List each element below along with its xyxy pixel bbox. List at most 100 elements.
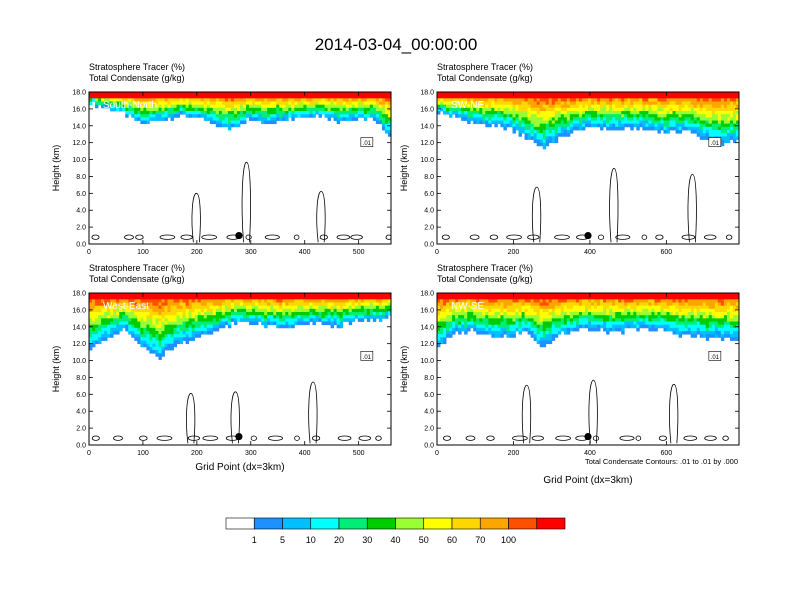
tracer-cell (104, 324, 108, 329)
tracer-cell (131, 114, 135, 118)
tracer-cell (536, 308, 541, 313)
tracer-cell (107, 312, 111, 316)
tracer-cell (116, 98, 120, 102)
tracer-cell (327, 98, 331, 102)
tracer-cell (500, 318, 504, 322)
tracer-cell (509, 315, 513, 319)
panel-header-condensate: Total Condensate (g/kg) (437, 73, 533, 83)
tracer-cell (246, 296, 250, 300)
tracer-cell (581, 95, 586, 99)
tracer-cell (693, 92, 698, 96)
tracer-cell (530, 117, 535, 121)
tracer-cell (176, 92, 180, 96)
tracer-cell (348, 315, 353, 319)
tracer-cell (203, 318, 208, 322)
tracer-cell (606, 318, 610, 322)
tracer-cell (152, 327, 156, 332)
tracer-cell (137, 302, 141, 307)
plot-frame (88, 91, 392, 245)
tracer-cell (584, 308, 589, 313)
tracer-cell (188, 308, 193, 313)
tracer-cell (539, 133, 544, 137)
tracer-cell (482, 296, 486, 300)
tracer-cell (572, 321, 577, 326)
tracer-cell (660, 114, 664, 118)
tracer-cell (687, 308, 692, 313)
tracer-cell (503, 120, 507, 125)
tracer-cell (312, 312, 316, 316)
tracer-cell (551, 136, 556, 140)
tracer-cell (125, 107, 129, 112)
tracer-cell (297, 315, 301, 319)
tracer-cell (164, 104, 168, 109)
tracer-cell (527, 305, 532, 310)
tracer-cell (591, 315, 595, 319)
tracer-cell (618, 299, 622, 303)
tracer-cell (200, 327, 205, 332)
tracer-cell (197, 324, 202, 329)
tracer-cell (600, 111, 604, 115)
tracer-cell (351, 107, 356, 112)
tracer-cell (333, 315, 338, 319)
tracer-cell (258, 318, 262, 322)
tracer-cell (128, 315, 132, 319)
tracer-cell (113, 315, 117, 319)
tracer-cell (185, 114, 190, 118)
tracer-cell (161, 305, 165, 310)
tracer-cell (584, 123, 589, 128)
tracer-cell (678, 95, 683, 99)
tracer-cell (140, 104, 144, 109)
tracer-cell (143, 98, 147, 102)
tracer-cell (569, 312, 574, 316)
tracer-cell (578, 107, 583, 112)
tracer-cell (684, 296, 689, 300)
tracer-cell (669, 95, 673, 99)
tracer-cell (515, 123, 519, 128)
tracer-cell (494, 101, 498, 106)
tracer-cell (116, 299, 120, 303)
tracer-cell (503, 107, 507, 112)
tracer-cell (446, 315, 450, 319)
tracer-cell (155, 107, 159, 112)
tracer-cell (702, 315, 707, 319)
tracer-cell (494, 334, 498, 338)
tracer-cell (279, 302, 283, 307)
tracer-cell (690, 305, 695, 310)
tracer-cell (572, 117, 577, 121)
tracer-cell (624, 101, 628, 106)
tracer-cell (113, 104, 117, 109)
tracer-cell (711, 318, 716, 322)
tracer-cell (488, 95, 492, 99)
tracer-cell (240, 315, 244, 319)
tracer-cell (384, 101, 389, 106)
tracer-cell (464, 296, 468, 300)
tracer-cell (663, 95, 667, 99)
tracer-cell (89, 101, 93, 106)
tracer-cell (566, 324, 571, 329)
tracer-cell (240, 312, 244, 316)
tracer-cell (212, 95, 217, 99)
tracer-cell (461, 296, 465, 300)
tracer-cell (179, 107, 184, 112)
tracer-cell (609, 293, 613, 297)
tracer-cell (615, 114, 619, 118)
tracer-cell (206, 95, 211, 99)
tracer-cell (672, 114, 676, 118)
tracer-cell (128, 305, 132, 310)
tracer-cell (246, 111, 250, 115)
tracer-cell (681, 104, 686, 109)
tracer-cell (488, 92, 492, 96)
tracer-cell (527, 114, 532, 118)
tracer-cell (678, 107, 683, 112)
tracer-cell (351, 318, 356, 322)
colorbar-swatch (338, 517, 368, 530)
tracer-cell (591, 299, 595, 303)
tracer-cell (230, 299, 235, 303)
tracer-cell (581, 305, 586, 310)
tracer-cell (255, 107, 259, 112)
tracer-cell (485, 315, 489, 319)
tracer-cell (473, 302, 477, 307)
tracer-cell (690, 331, 695, 335)
tracer-cell (167, 101, 171, 106)
tracer-cell (672, 315, 676, 319)
